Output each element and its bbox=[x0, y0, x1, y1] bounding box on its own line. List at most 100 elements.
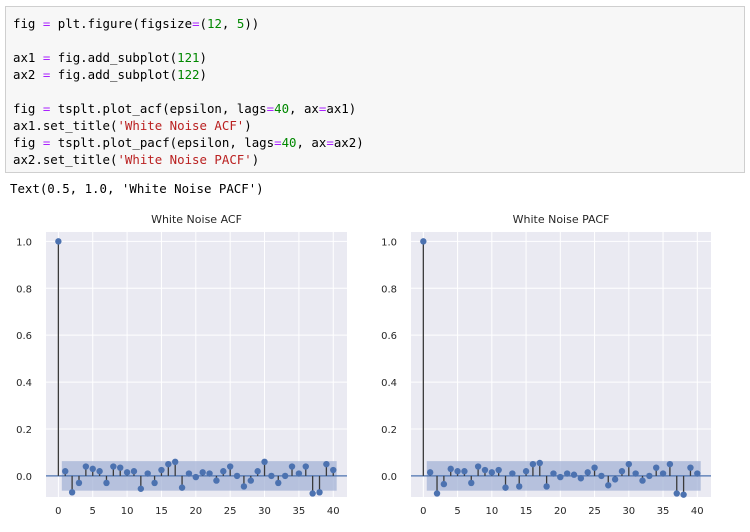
data-point bbox=[110, 463, 117, 470]
code-token: 122 bbox=[177, 67, 200, 82]
data-point bbox=[447, 465, 454, 473]
plot-area bbox=[411, 232, 711, 497]
data-point bbox=[687, 464, 694, 471]
code-line: fig = tsplt.plot_acf(epsilon, lags=40, a… bbox=[13, 100, 364, 117]
data-point bbox=[309, 490, 316, 497]
code-token: ax1.set_title( bbox=[13, 118, 118, 133]
code-token: = bbox=[318, 101, 327, 116]
data-point bbox=[570, 471, 578, 478]
data-point bbox=[502, 484, 509, 491]
y-tick-label: 0.6 bbox=[16, 331, 32, 342]
code-line: ax2 = fig.add_subplot(122) bbox=[13, 66, 364, 83]
data-point bbox=[536, 459, 543, 467]
data-point bbox=[474, 463, 482, 470]
data-point bbox=[426, 469, 434, 476]
data-point bbox=[158, 466, 165, 474]
data-point bbox=[666, 460, 674, 468]
x-tick-label: 10 bbox=[121, 506, 134, 517]
data-point bbox=[68, 489, 76, 496]
code-line: fig = plt.figure(figsize=(12, 5)) bbox=[13, 15, 364, 32]
data-point bbox=[420, 238, 427, 245]
data-point bbox=[529, 460, 537, 468]
code-token: 'White Noise PACF' bbox=[117, 152, 252, 167]
code-token: 12 bbox=[207, 16, 222, 31]
data-point bbox=[605, 482, 612, 489]
data-point bbox=[247, 477, 254, 484]
data-point bbox=[144, 470, 151, 477]
x-tick-label: 25 bbox=[224, 506, 237, 517]
code-token: fig.add_subplot( bbox=[50, 50, 178, 65]
data-point bbox=[123, 469, 131, 476]
data-point bbox=[199, 469, 206, 476]
data-point bbox=[281, 472, 289, 480]
code-token: 40 bbox=[274, 101, 290, 116]
x-tick-label: 35 bbox=[657, 506, 670, 517]
data-point bbox=[151, 479, 158, 487]
code-token: ) bbox=[199, 67, 207, 82]
data-point bbox=[584, 469, 591, 476]
data-point bbox=[117, 464, 124, 471]
acf-chart: 0 5 10 15 20 25 30 35 40 0.0 0.2 0.4 0.6 0.8 1.0 White … bbox=[16, 213, 347, 517]
chart-title: White Noise PACF bbox=[513, 213, 610, 226]
x-tick-label: 40 bbox=[691, 506, 704, 517]
data-point bbox=[275, 479, 282, 487]
y-tick-label: 1.0 bbox=[16, 237, 32, 248]
data-point bbox=[577, 475, 585, 482]
data-point bbox=[213, 477, 220, 484]
data-point bbox=[481, 466, 489, 474]
data-point bbox=[653, 464, 660, 471]
data-point bbox=[62, 468, 69, 475]
data-point bbox=[673, 490, 680, 497]
x-tick-label: 10 bbox=[485, 506, 498, 517]
data-point bbox=[598, 472, 605, 480]
data-point bbox=[330, 466, 337, 474]
data-point bbox=[433, 490, 441, 497]
data-point bbox=[288, 463, 296, 470]
code-token: , ax bbox=[296, 135, 327, 150]
x-tick-label: 0 bbox=[420, 506, 426, 517]
code-token: 'White Noise ACF' bbox=[117, 118, 245, 133]
data-point bbox=[103, 479, 110, 487]
data-point bbox=[522, 468, 530, 475]
data-point bbox=[659, 470, 667, 477]
data-point bbox=[488, 469, 496, 476]
y-tick-label: 1.0 bbox=[381, 237, 397, 248]
x-tick-label: 20 bbox=[189, 506, 202, 517]
x-tick-label: 40 bbox=[327, 506, 340, 517]
data-point bbox=[632, 470, 639, 477]
code-token: = bbox=[42, 101, 51, 116]
x-tick-label: 20 bbox=[554, 506, 567, 517]
x-tick-label: 15 bbox=[520, 506, 533, 517]
x-tick-label: 25 bbox=[588, 506, 601, 517]
plot-area bbox=[46, 232, 347, 497]
x-tick-label: 5 bbox=[90, 506, 96, 517]
code-token: 40 bbox=[281, 135, 297, 150]
data-point bbox=[96, 468, 103, 475]
code-token: 121 bbox=[177, 50, 200, 65]
code-cell[interactable]: fig = plt.figure(figsize=(12, 5)) ax1 = … bbox=[5, 6, 745, 173]
code-token: = bbox=[266, 101, 275, 116]
code-token: = bbox=[42, 67, 51, 82]
data-point bbox=[639, 477, 646, 484]
code-editor[interactable]: fig = plt.figure(figsize=(12, 5)) ax1 = … bbox=[13, 15, 364, 168]
y-tick-label: 0.0 bbox=[16, 472, 32, 483]
data-point bbox=[468, 479, 475, 487]
code-token: = bbox=[42, 135, 51, 150]
data-point bbox=[233, 472, 241, 480]
y-tick-label: 0.8 bbox=[381, 284, 397, 295]
data-point bbox=[178, 484, 186, 491]
data-point bbox=[226, 463, 234, 470]
data-point bbox=[440, 480, 448, 488]
data-point bbox=[130, 468, 138, 475]
data-point bbox=[323, 460, 330, 468]
data-point bbox=[165, 460, 172, 468]
data-point bbox=[563, 470, 571, 477]
data-point bbox=[192, 473, 200, 481]
data-point bbox=[516, 483, 523, 490]
data-point bbox=[206, 470, 213, 477]
data-point bbox=[75, 479, 83, 487]
code-token: ax2.set_title( bbox=[13, 152, 118, 167]
data-point bbox=[89, 465, 96, 473]
x-tick-label: 5 bbox=[454, 506, 460, 517]
code-line: ax2.set_title('White Noise PACF') bbox=[13, 151, 364, 168]
